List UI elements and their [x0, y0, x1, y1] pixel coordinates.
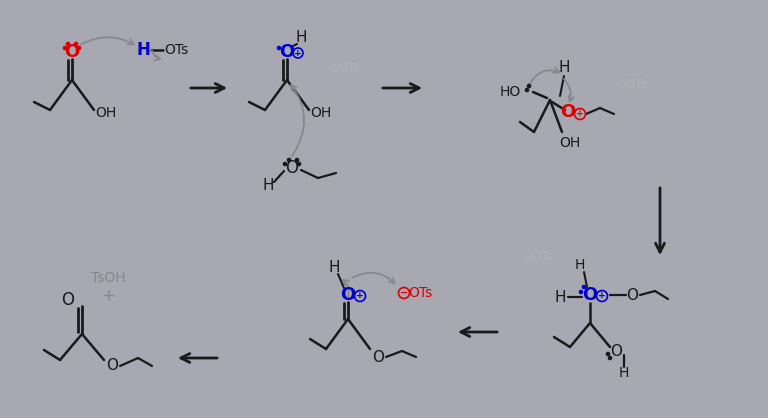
Text: H: H	[262, 178, 273, 194]
Circle shape	[579, 291, 583, 293]
Text: OTs: OTs	[164, 43, 188, 57]
Text: O: O	[340, 286, 356, 304]
Circle shape	[74, 42, 78, 46]
Text: OH: OH	[95, 106, 117, 120]
Text: +: +	[598, 291, 606, 301]
Text: +: +	[576, 110, 584, 118]
Circle shape	[607, 352, 610, 356]
Text: OTs: OTs	[408, 286, 432, 300]
Text: TsOH: TsOH	[91, 271, 125, 285]
Text: H: H	[136, 41, 150, 59]
Circle shape	[528, 84, 531, 88]
Text: −: −	[400, 288, 408, 298]
Circle shape	[78, 46, 81, 50]
Text: O: O	[561, 103, 576, 121]
Circle shape	[277, 46, 280, 50]
Text: H: H	[574, 258, 585, 272]
Text: ⊖OTs: ⊖OTs	[617, 79, 647, 92]
Circle shape	[66, 42, 70, 46]
Text: O: O	[280, 43, 295, 61]
Text: ⊖OTs: ⊖OTs	[523, 250, 553, 263]
Circle shape	[582, 285, 585, 288]
Circle shape	[64, 46, 67, 50]
Text: +: +	[294, 48, 302, 58]
Text: O: O	[372, 349, 384, 364]
Text: +: +	[356, 291, 364, 301]
Text: O: O	[65, 43, 80, 61]
Text: H: H	[328, 260, 339, 275]
Text: O: O	[626, 288, 638, 303]
Text: H: H	[619, 366, 629, 380]
Text: H: H	[295, 31, 306, 46]
Circle shape	[525, 88, 528, 92]
Circle shape	[287, 158, 290, 162]
Text: O: O	[610, 344, 622, 359]
Text: OH: OH	[559, 136, 581, 150]
Text: OH: OH	[310, 106, 332, 120]
Text: +: +	[101, 287, 115, 305]
Circle shape	[608, 357, 611, 359]
Circle shape	[297, 163, 300, 166]
Text: H: H	[554, 290, 566, 304]
Text: O: O	[582, 286, 598, 304]
Text: HO: HO	[499, 85, 521, 99]
Text: H: H	[558, 61, 570, 76]
Circle shape	[283, 163, 286, 166]
Text: O: O	[106, 359, 118, 374]
Text: O: O	[286, 159, 299, 177]
Circle shape	[296, 158, 299, 162]
Text: O: O	[61, 291, 74, 309]
Text: ⊖OTs: ⊖OTs	[329, 61, 360, 74]
